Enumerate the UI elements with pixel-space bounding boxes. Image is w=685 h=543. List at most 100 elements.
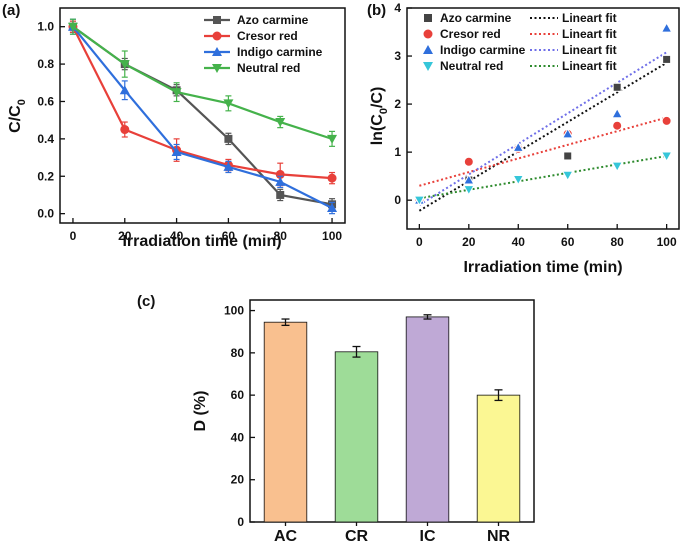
panel-b-data-point: [660, 151, 673, 163]
panel-c-bar: [476, 394, 521, 523]
panel-b-data-point: [660, 22, 673, 33]
panel-c-bar: [334, 351, 379, 523]
panel-b-legend-marker: [423, 62, 433, 71]
panel-c-y-axis-title: D (%): [192, 391, 209, 432]
panel-a-x-tick-label: 100: [322, 229, 342, 243]
panel-a-data-point: [119, 60, 130, 70]
panel-a-y-tick-label: 0.0: [37, 207, 54, 221]
panel-b-legend-marker: [424, 14, 432, 22]
panel-b-data-point: [563, 151, 573, 161]
panel-b-legend: Azo carmine Lineart fit Cresor red Lineart …: [423, 11, 617, 73]
panel-a-legend-marker: [213, 16, 221, 24]
panel-b-x-axis-title: Irradiation time (min): [463, 259, 622, 276]
panel-a-y-tick-label: 0.8: [37, 57, 54, 71]
panel-c-label: (c): [137, 293, 155, 310]
panel-b-plot-frame: [406, 7, 680, 230]
panel-c-y-tick-label: 100: [224, 304, 244, 318]
panel-c-bar: [405, 316, 450, 523]
panel-a-data-point: [275, 118, 286, 128]
panel-a-legend-label: Cresor red: [237, 29, 298, 43]
panel-a-data-point: [327, 173, 337, 183]
panel-a-x-tick-label: 40: [170, 229, 184, 243]
panel-a-legend-marker: [212, 64, 222, 73]
panel-c-plot-frame: [249, 299, 535, 523]
panel-b-label: (b): [367, 2, 386, 19]
panel-b-ylabel-prefix: ln(C: [369, 114, 386, 146]
panel-a-series-line: [71, 26, 333, 180]
panel-a-x-axis-title: Irradiation time (min): [122, 233, 281, 250]
panel-b-y-tick-label: 4: [394, 1, 401, 15]
panel-a-data-point: [276, 190, 285, 199]
panel-b-legend-label: Indigo carmine: [440, 43, 526, 57]
panel-b-data-point: [462, 173, 475, 185]
panel-a-y-tick-label: 0.6: [37, 94, 54, 108]
panel-b-x-tick-label: 20: [462, 235, 476, 249]
panel-a-y-tick-label: 1.0: [37, 20, 54, 34]
panel-a-y-axis-title: C/C0: [7, 99, 28, 133]
panel-b-legend-label: Cresor red: [440, 27, 501, 41]
panel-a-legend: Azo carmine Cresor red Indigo carmine Neutr…: [204, 13, 323, 75]
panel-a-ylabel-sub: 0: [16, 99, 28, 105]
panel-a-legend-label: Neutral red: [237, 61, 300, 75]
panel-b-fit-line: [419, 154, 667, 200]
panel-b-y-tick-label: 2: [394, 97, 401, 111]
panel-a-x-tick-label: 80: [274, 229, 288, 243]
panel-a-data-point: [223, 99, 234, 109]
panel-c-ticks: 0 20 40 60 80 100: [224, 304, 255, 529]
panel-a-data-point: [223, 161, 234, 171]
panel-a-x-tick-label: 60: [222, 229, 236, 243]
panel-b-data-point: [611, 161, 624, 173]
panel-c-category-label: NR: [487, 528, 511, 543]
panel-b-data-point: [561, 127, 574, 139]
panel-a-data-point: [171, 88, 182, 98]
panel-b-y-tick-label: 1: [394, 145, 401, 159]
panel-a: (a) 0 20 40 60 80 100 0.0 0.2 0.4 0.6 0.8 1.0 Azo c…: [2, 2, 346, 250]
panel-a-legend-marker: [212, 47, 222, 56]
panel-a-legend-label: Azo carmine: [237, 13, 309, 27]
panel-a-ylabel-main: C/C: [7, 105, 24, 133]
panel-a-y-tick-label: 0.4: [37, 132, 54, 146]
panel-b-data-point: [611, 107, 624, 119]
panel-b-data-point: [612, 120, 623, 131]
panel-a-plot-frame: [59, 7, 346, 224]
panel-b-ylabel-sub: 0: [378, 108, 390, 114]
panel-b-legend-fit-label: Lineart fit: [562, 11, 617, 25]
panel-b-legend-label: Azo carmine: [440, 11, 512, 25]
panel-b-legend-label: Neutral red: [440, 59, 503, 73]
panel-b-legend-fit-label: Lineart fit: [562, 27, 617, 41]
panel-b-x-tick-label: 60: [561, 235, 575, 249]
panel-c-bar: [263, 321, 308, 523]
panel-b-legend-fit-label: Lineart fit: [562, 59, 617, 73]
panel-a-data-point: [224, 134, 233, 143]
panel-b-data-point: [462, 185, 475, 196]
panel-a-data-point: [67, 22, 78, 32]
panel-b-data-point: [561, 170, 574, 182]
panel-a-y-tick-label: 0.2: [37, 169, 54, 183]
panel-c-y-tick-label: 20: [231, 473, 245, 487]
panel-b-x-tick-label: 0: [416, 235, 423, 249]
panel-b-data-point: [661, 115, 672, 126]
panel-a-x-tick-label: 20: [118, 229, 132, 243]
panel-a-series: [67, 18, 338, 215]
panel-a-legend-label: Indigo carmine: [237, 45, 323, 59]
panel-a-x-tick-label: 0: [70, 229, 77, 243]
panel-a-data-point: [275, 176, 286, 186]
panel-c-y-tick-label: 80: [231, 346, 245, 360]
panel-b-legend-marker: [423, 29, 433, 39]
panel-b-y-tick-label: 3: [394, 49, 401, 63]
panel-b-legend-marker: [423, 45, 433, 54]
panel-b-fit-lines: [418, 51, 668, 212]
panel-b-x-tick-label: 100: [657, 235, 677, 249]
panel-b-fit-line: [418, 51, 668, 206]
panel-b-ylabel-suffix: /C): [369, 87, 386, 108]
panel-c-category-label: AC: [274, 528, 298, 543]
panel-b-data-point: [612, 82, 622, 92]
panel-c-category-label: IC: [420, 528, 436, 543]
panel-a-data-point: [327, 134, 338, 144]
panel-c-y-tick-label: 0: [237, 515, 244, 529]
panel-c-y-tick-label: 40: [231, 430, 245, 444]
panel-b-x-tick-label: 80: [611, 235, 625, 249]
panel-b-y-tick-label: 0: [394, 193, 401, 207]
panel-b-legend-fit-label: Lineart fit: [562, 43, 617, 57]
panel-a-data-point: [171, 146, 182, 156]
